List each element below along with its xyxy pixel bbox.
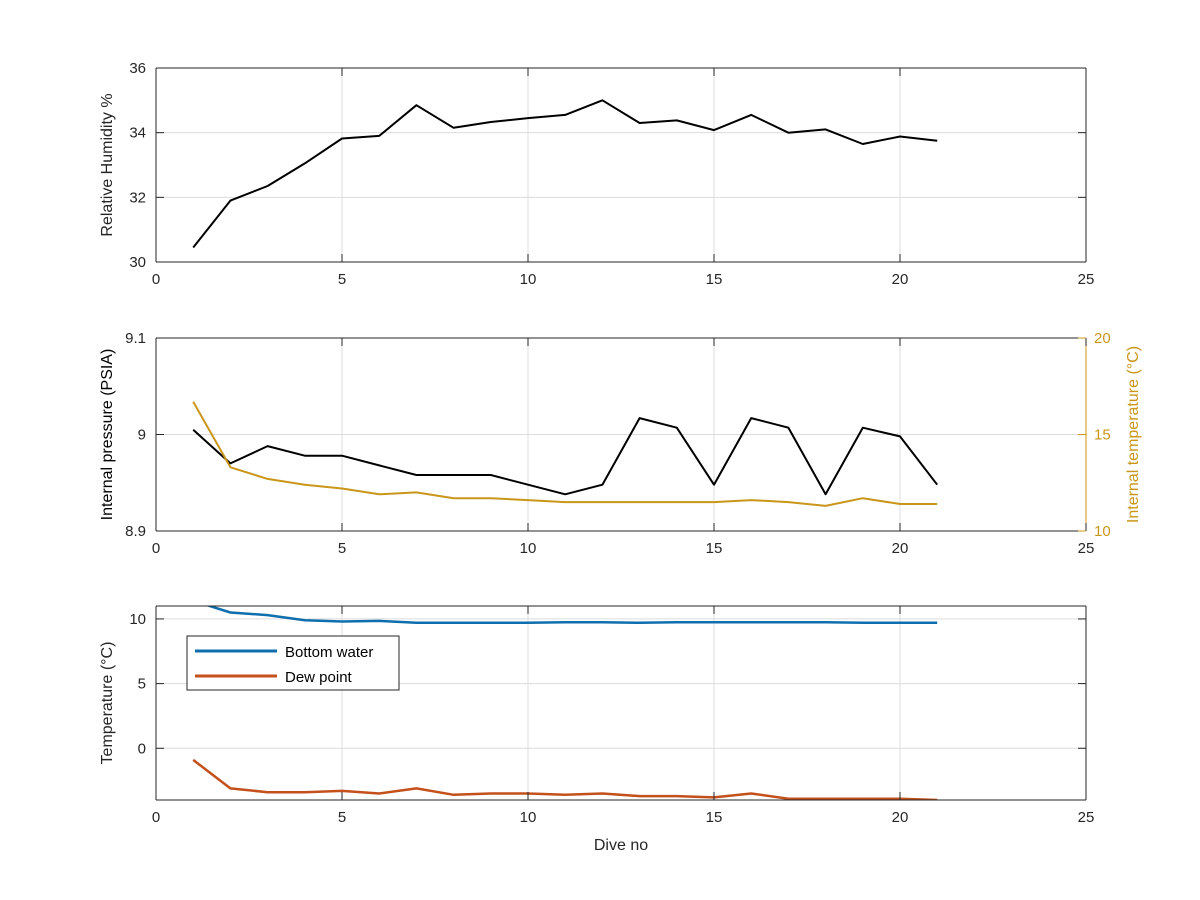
x-tick-label: 20 [892,540,909,557]
series-line-dew-point [192,758,938,800]
x-tick-label: 0 [152,809,160,826]
series-group [192,606,938,800]
x-tick-label: 15 [706,540,723,557]
y-tick-label: 10 [129,611,146,628]
series-line-left-axis [192,417,938,496]
y-right-axis-label: Internal temperature (°C) [1125,346,1142,523]
y-tick-label: 9 [138,427,146,444]
series-line-right-axis [192,401,938,507]
x-tick-label: 10 [520,540,537,557]
y-right-tick-label: 15 [1094,427,1111,444]
x-tick-label: 0 [152,271,160,288]
series-line-left-axis [192,99,938,249]
y-tick-label: 8.9 [125,523,146,540]
x-tick-label: 5 [338,809,346,826]
x-tick-label: 20 [892,271,909,288]
y-axis-label: Temperature (°C) [99,642,116,765]
series-line-bottom-water [205,606,938,625]
y-right-tick-label: 10 [1094,523,1111,540]
series-group [192,99,938,249]
x-tick-label: 5 [338,540,346,557]
y-tick-label: 9.1 [125,330,146,347]
panel-1: 0 5 10 15 20 25 30 32 34 36 Relative Humidity % [99,60,1094,288]
series-group [192,401,938,507]
y-tick-label: 30 [129,254,146,271]
x-tick-label: 0 [152,540,160,557]
x-tick-label: 10 [520,271,537,288]
legend-label: Dew point [285,669,353,686]
x-tick-label: 25 [1078,540,1095,557]
x-axis-label: Dive no [594,837,648,854]
legend: Bottom water Dew point [186,635,400,691]
y-tick-label: 0 [138,740,146,757]
y-tick-label: 32 [129,189,146,206]
y-tick-label: 34 [129,125,146,142]
y-tick-label: 36 [129,60,146,77]
panel-3: 0 5 10 15 20 25 0 5 10 Temperature (°C) Dive no Bot… [99,605,1095,854]
y-right-tick-label: 20 [1094,330,1111,347]
x-tick-label: 10 [520,809,537,826]
x-tick-label: 15 [706,271,723,288]
x-tick-label: 5 [338,271,346,288]
x-tick-label: 20 [892,809,909,826]
x-tick-label: 15 [706,809,723,826]
x-tick-label: 25 [1078,271,1095,288]
legend-box [186,635,400,691]
legend-label: Bottom water [285,644,373,661]
panel-2: 0 5 10 15 20 25 8.9 9 9.1 10 15 20 Internal temperat… [99,330,1142,557]
y-axis-label: Relative Humidity % [99,93,116,236]
x-tick-label: 25 [1078,809,1095,826]
y-tick-label: 5 [138,676,146,693]
y-axis-label: Internal pressure (PSIA) [99,349,116,521]
